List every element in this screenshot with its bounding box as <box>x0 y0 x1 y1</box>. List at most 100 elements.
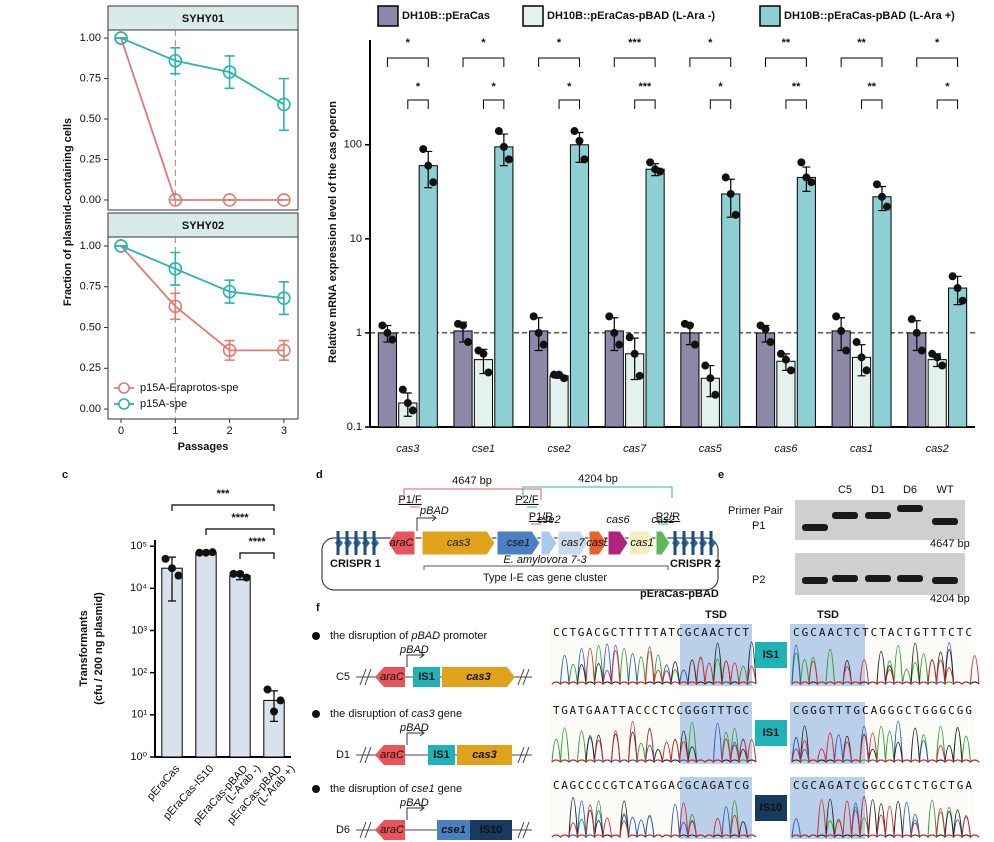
data-point <box>907 315 916 324</box>
construct-part <box>470 820 512 840</box>
y-tick-label: 100 <box>344 139 362 151</box>
crispr-spacer <box>691 531 695 555</box>
crispr-spacer <box>345 531 349 555</box>
point <box>277 97 291 112</box>
data-point <box>263 685 272 694</box>
data-point <box>398 385 407 394</box>
data-point <box>877 192 886 201</box>
significance-bracket <box>840 57 883 67</box>
point <box>222 65 237 79</box>
data-point <box>539 340 548 349</box>
construct-part <box>437 820 470 840</box>
part-label: IS1 <box>418 671 435 683</box>
data-point <box>459 321 468 330</box>
bar <box>927 359 947 428</box>
insert-label: IS1 <box>763 727 780 739</box>
bar <box>755 332 776 428</box>
data-point <box>862 366 871 375</box>
significance-bracket <box>171 504 275 511</box>
gene-arrow <box>387 530 416 556</box>
tsd-label: TSD <box>705 609 727 621</box>
promoter-label: pBAD <box>399 644 429 656</box>
gene-arrow <box>588 530 608 556</box>
data-point <box>852 338 861 347</box>
data-point <box>534 328 543 337</box>
gel-band <box>865 575 891 582</box>
construct-part <box>413 667 440 687</box>
data-point <box>761 325 770 334</box>
data-point <box>383 328 392 337</box>
sequence: CGCAACTCTCTACTGTTTCTC <box>793 626 972 639</box>
data-point <box>615 340 624 349</box>
bar <box>549 375 569 428</box>
data-point <box>202 548 210 557</box>
promoter-label: pBAD <box>399 797 429 809</box>
y-tick-label: 1 <box>356 327 362 339</box>
plot-panel <box>107 29 299 211</box>
cluster-label: Type I-E cas gene cluster <box>483 572 607 584</box>
row-title: the disruption of cse1 gene <box>330 783 462 795</box>
x-tick-label: cse1 <box>472 443 495 455</box>
x-tick-label: cas5 <box>699 443 723 455</box>
primer-name: P2 <box>752 574 765 586</box>
significance-label: * <box>718 81 723 93</box>
y-tick-label: 10⁰ <box>130 751 147 763</box>
panel-label: c <box>62 469 68 481</box>
row-title-part: gene <box>435 708 463 720</box>
significance-bracket <box>239 552 275 559</box>
data-point <box>580 155 589 164</box>
chromatogram-trace <box>791 796 980 839</box>
gene-label: araC <box>390 537 414 549</box>
panel-label: d <box>316 469 323 481</box>
data-point <box>776 349 785 358</box>
gene-label: cas3 <box>447 537 471 549</box>
y-axis-label: (cfu / 200 ng plasmid) <box>93 592 105 705</box>
significance-label: * <box>416 81 421 93</box>
insert-box <box>755 642 787 668</box>
data-point <box>529 312 538 321</box>
data-point <box>837 326 846 335</box>
insert-box <box>755 795 787 821</box>
lane-label: D6 <box>903 484 917 496</box>
break-mark <box>517 821 530 839</box>
bar <box>418 165 438 428</box>
data-point <box>701 361 710 370</box>
primer-label: P1/F <box>398 494 422 506</box>
significance-bracket <box>689 57 732 67</box>
lane-label: C5 <box>838 484 852 496</box>
lane-label: D1 <box>871 484 885 496</box>
y-tick-label: 0.25 <box>80 362 101 374</box>
tsd-label: TSD <box>817 609 839 621</box>
significance-label: * <box>708 37 713 49</box>
y-tick-label: 0.00 <box>80 194 101 206</box>
gel-band <box>897 575 923 582</box>
x-tick-label: 0 <box>118 425 124 437</box>
row-title-part: cse1 <box>411 783 434 795</box>
gene-label: cas6 <box>606 514 630 526</box>
legend-swatch <box>759 5 781 27</box>
error-bar <box>278 77 289 132</box>
data-point <box>388 335 397 344</box>
data-point <box>832 312 841 321</box>
significance-label: *** <box>628 37 642 49</box>
error-bar <box>270 690 278 722</box>
data-point <box>948 272 957 281</box>
x-axis-label: Passages <box>178 441 229 453</box>
data-point <box>685 321 694 330</box>
data-point <box>403 398 412 407</box>
gene-arrow <box>557 530 589 556</box>
crispr-spacer <box>709 531 713 555</box>
facet-strip <box>107 5 299 31</box>
sequence: TGATGAATTACCCTCCGGGTTTGC <box>553 704 749 717</box>
gene-arrow <box>540 530 558 556</box>
crispr-spacer <box>363 531 367 555</box>
bar <box>721 193 741 428</box>
significance-label: * <box>557 37 562 49</box>
data-point <box>786 366 795 375</box>
data-point <box>499 142 508 151</box>
point <box>277 193 291 207</box>
panel-label: e <box>718 469 724 481</box>
chromatogram-trace <box>791 655 980 686</box>
size-label: 4647 bp <box>930 538 970 550</box>
primer-name: P1 <box>752 520 765 532</box>
